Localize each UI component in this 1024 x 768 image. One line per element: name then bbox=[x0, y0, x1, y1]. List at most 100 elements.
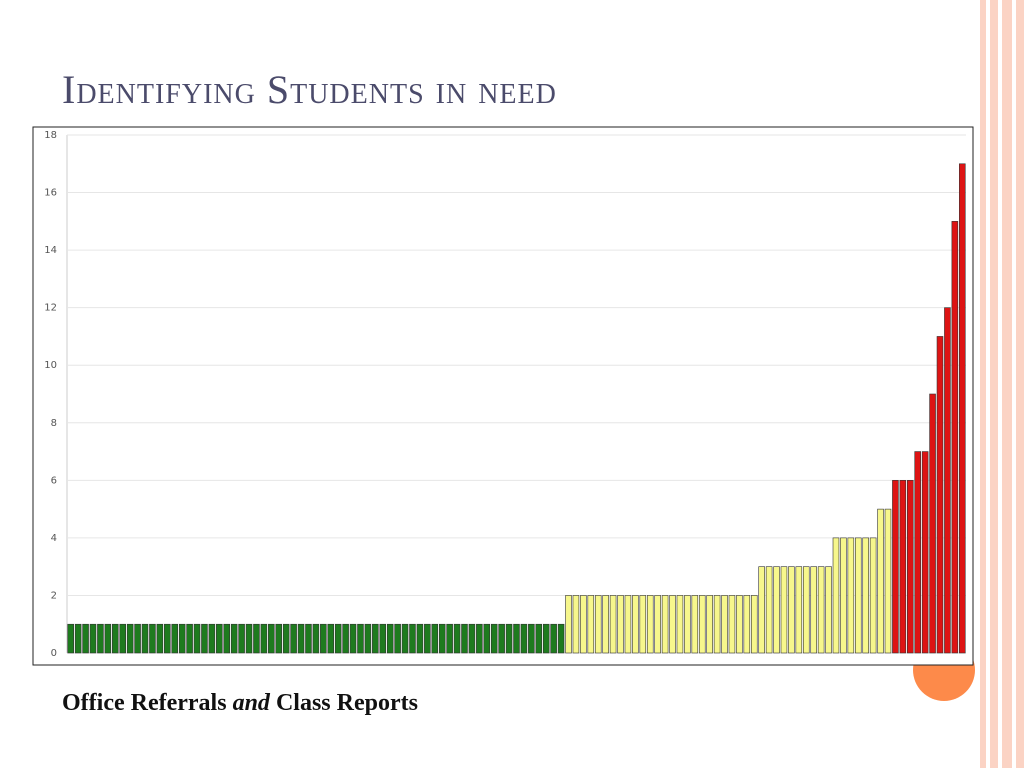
bar bbox=[238, 623, 245, 654]
bar bbox=[453, 623, 461, 654]
bar bbox=[765, 566, 773, 654]
stripe bbox=[980, 0, 986, 768]
bar bbox=[164, 623, 171, 654]
bar bbox=[275, 623, 283, 654]
bar bbox=[557, 623, 565, 654]
bar bbox=[260, 623, 268, 654]
bar bbox=[305, 623, 312, 654]
bar bbox=[141, 623, 149, 654]
bar bbox=[899, 480, 907, 654]
bar bbox=[119, 623, 126, 654]
bar bbox=[914, 451, 921, 654]
bar bbox=[290, 623, 297, 654]
bar bbox=[245, 623, 253, 654]
bar bbox=[386, 623, 394, 654]
bar bbox=[364, 623, 372, 654]
bar bbox=[721, 595, 728, 654]
bar bbox=[268, 623, 275, 654]
bar bbox=[869, 537, 877, 654]
bar bbox=[936, 336, 944, 654]
bar bbox=[535, 623, 543, 654]
bar bbox=[476, 623, 483, 654]
bar bbox=[394, 623, 401, 654]
bar bbox=[713, 595, 721, 654]
bar bbox=[490, 623, 498, 654]
stripe bbox=[1016, 0, 1024, 768]
bar bbox=[684, 595, 691, 654]
bar bbox=[357, 623, 364, 654]
bar bbox=[282, 623, 290, 654]
bar bbox=[788, 566, 795, 654]
bar bbox=[773, 566, 780, 654]
bar bbox=[810, 566, 817, 654]
bar bbox=[884, 508, 892, 654]
y-tick-label: 12 bbox=[44, 303, 57, 314]
bar bbox=[907, 480, 914, 654]
bar bbox=[342, 623, 349, 654]
bar bbox=[646, 595, 654, 654]
y-tick-label: 4 bbox=[51, 533, 57, 544]
bar bbox=[156, 623, 164, 654]
bar bbox=[728, 595, 736, 654]
bar bbox=[334, 623, 342, 654]
bar bbox=[438, 623, 446, 654]
bar bbox=[67, 623, 74, 654]
bar bbox=[676, 595, 684, 654]
bar bbox=[780, 566, 788, 654]
stripe bbox=[1002, 0, 1012, 768]
bar bbox=[929, 393, 936, 654]
caption-text: Office Referrals bbox=[62, 690, 227, 716]
slide-title: Identifying Students in need bbox=[62, 67, 557, 112]
bar bbox=[104, 623, 112, 654]
bar bbox=[706, 595, 713, 654]
stripe bbox=[990, 0, 998, 768]
bar bbox=[446, 623, 453, 654]
bar bbox=[542, 623, 550, 654]
bar bbox=[528, 623, 535, 654]
bar bbox=[654, 595, 661, 654]
bar bbox=[862, 537, 869, 654]
bar bbox=[74, 623, 82, 654]
y-tick-label: 2 bbox=[51, 590, 57, 601]
bar bbox=[847, 537, 855, 654]
bar bbox=[669, 595, 676, 654]
bar bbox=[580, 595, 587, 654]
bar bbox=[617, 595, 624, 654]
bar bbox=[639, 595, 647, 654]
bar bbox=[372, 623, 379, 654]
bar bbox=[349, 623, 357, 654]
y-tick-label: 6 bbox=[51, 475, 57, 486]
bar bbox=[193, 623, 201, 654]
bar bbox=[817, 566, 825, 654]
bar bbox=[178, 623, 186, 654]
bar bbox=[594, 595, 602, 654]
bar bbox=[795, 566, 803, 654]
bar bbox=[312, 623, 320, 654]
bar bbox=[609, 595, 617, 654]
y-tick-label: 16 bbox=[44, 188, 57, 199]
bar bbox=[743, 595, 751, 654]
bar bbox=[750, 595, 758, 654]
bar bbox=[409, 623, 416, 654]
bar bbox=[513, 623, 520, 654]
bar bbox=[944, 307, 951, 654]
bar bbox=[572, 595, 580, 654]
bar bbox=[632, 595, 639, 654]
bar bbox=[401, 623, 409, 654]
bar bbox=[691, 595, 699, 654]
bar bbox=[97, 623, 104, 654]
bar bbox=[223, 623, 231, 654]
caption-italic: and bbox=[232, 690, 270, 716]
chart-frame bbox=[32, 126, 974, 666]
caption: Office Referrals and Class Reports bbox=[62, 688, 442, 719]
bar bbox=[802, 566, 810, 654]
bar bbox=[840, 537, 847, 654]
bar bbox=[758, 566, 765, 654]
y-tick-label: 14 bbox=[44, 245, 57, 256]
bar bbox=[82, 623, 89, 654]
bar bbox=[892, 480, 899, 654]
y-tick-label: 8 bbox=[51, 418, 57, 429]
bar bbox=[661, 595, 669, 654]
bar bbox=[825, 566, 832, 654]
